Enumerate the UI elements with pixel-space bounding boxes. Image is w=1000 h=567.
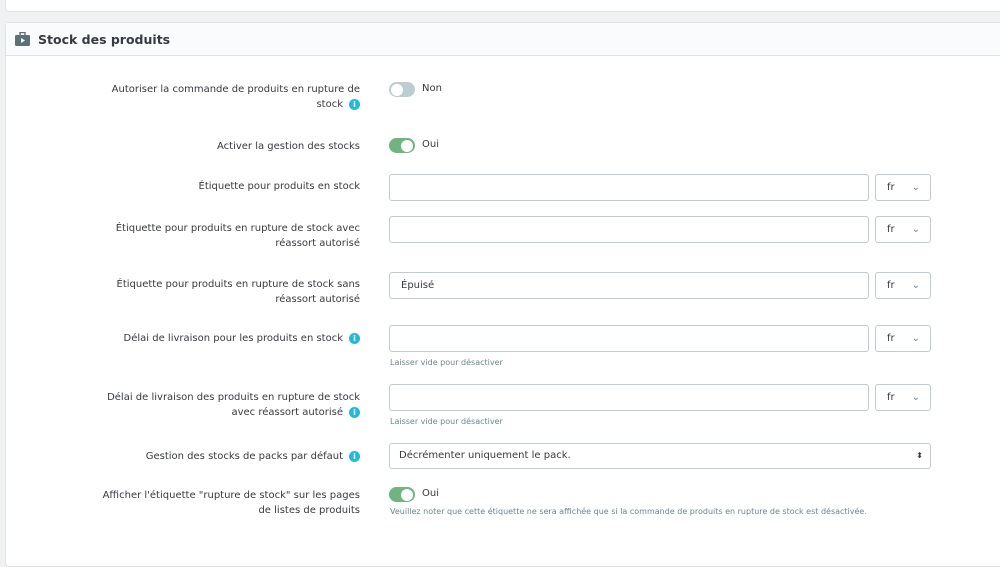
label-oos-denied-label: Étiquette pour produits en rupture de st… [116, 279, 360, 305]
info-icon[interactable]: i [349, 450, 360, 462]
chevron-down-icon: ⌄ [911, 392, 920, 403]
lang-code: fr [887, 333, 895, 344]
lang-dropdown[interactable]: fr ⌄ [875, 216, 931, 243]
chevron-down-icon: ⌄ [911, 182, 920, 193]
pack-stock-label: Gestion des stocks de packs par défaut i [100, 449, 360, 464]
delivery-oos-label: Délai de livraison des produits en ruptu… [100, 390, 360, 420]
delivery-in-stock-help: Laisser vide pour désactiver [390, 358, 503, 367]
delivery-oos-help: Laisser vide pour désactiver [390, 417, 503, 426]
lang-code: fr [887, 280, 895, 291]
briefcase-icon [15, 32, 30, 46]
allow-oos-state: Non [422, 83, 442, 94]
label-oos-denied-input[interactable]: Épuisé [389, 272, 869, 299]
select-arrows-icon: ⬍ [916, 451, 923, 460]
pack-stock-select[interactable]: Décrémenter uniquement le pack. ⬍ [389, 443, 931, 469]
display-oos-state: Oui [422, 488, 439, 499]
display-oos-toggle[interactable] [389, 487, 415, 502]
info-icon[interactable]: i [349, 98, 360, 110]
lang-dropdown[interactable]: fr ⌄ [875, 325, 931, 352]
lang-dropdown[interactable]: fr ⌄ [875, 174, 931, 201]
lang-code: fr [887, 224, 895, 235]
label-in-stock-label: Étiquette pour produits en stock [198, 181, 360, 192]
info-icon[interactable]: i [349, 332, 360, 344]
info-icon[interactable]: i [349, 406, 360, 418]
stock-mgmt-toggle[interactable] [389, 138, 415, 153]
allow-oos-label: Autoriser la commande de produits en rup… [100, 82, 360, 112]
label-oos-allowed-label: Étiquette pour produits en rupture de st… [115, 223, 360, 249]
panel-header: Stock des produits [6, 23, 1000, 56]
label-text: Délai de livraison pour les produits en … [123, 333, 343, 344]
label-oos-allowed-input[interactable] [389, 216, 869, 243]
display-oos-label: Afficher l'étiquette "rupture de stock" … [102, 490, 360, 516]
allow-oos-toggle[interactable] [389, 82, 415, 97]
stock-mgmt-label: Activer la gestion des stocks [217, 141, 360, 152]
delivery-in-stock-input[interactable] [389, 325, 869, 352]
delivery-oos-input[interactable] [389, 384, 869, 411]
label-text: Autoriser la commande de produits en rup… [111, 84, 360, 110]
label-in-stock-input[interactable] [389, 174, 869, 201]
previous-panel [5, 0, 1000, 12]
stock-mgmt-state: Oui [422, 139, 439, 150]
chevron-down-icon: ⌄ [911, 224, 920, 235]
delivery-in-stock-label: Délai de livraison pour les produits en … [100, 331, 360, 346]
chevron-down-icon: ⌄ [911, 333, 920, 344]
display-oos-help: Veuillez noter que cette étiquette ne se… [390, 507, 867, 516]
label-text: Gestion des stocks de packs par défaut [145, 451, 343, 462]
lang-dropdown[interactable]: fr ⌄ [875, 272, 931, 299]
panel-title: Stock des produits [38, 31, 171, 47]
label-text: Délai de livraison des produits en ruptu… [107, 392, 360, 418]
lang-dropdown[interactable]: fr ⌄ [875, 384, 931, 411]
chevron-down-icon: ⌄ [911, 280, 920, 291]
lang-code: fr [887, 182, 895, 193]
lang-code: fr [887, 392, 895, 403]
selected-value: Décrémenter uniquement le pack. [399, 450, 571, 461]
